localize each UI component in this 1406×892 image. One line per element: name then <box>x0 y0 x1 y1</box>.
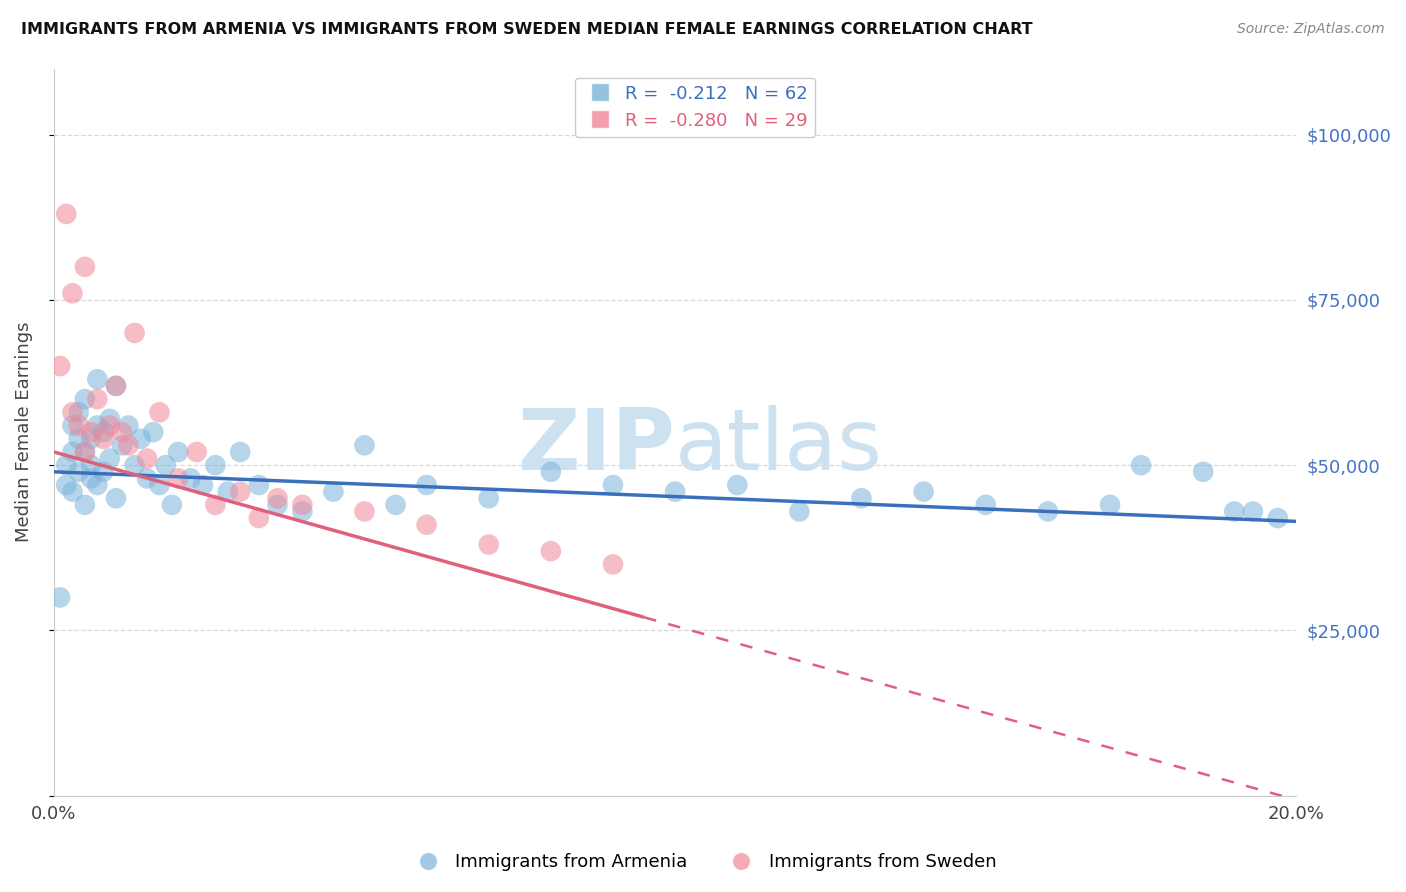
Legend: Immigrants from Armenia, Immigrants from Sweden: Immigrants from Armenia, Immigrants from… <box>402 847 1004 879</box>
Point <box>217 484 239 499</box>
Point <box>67 432 90 446</box>
Point <box>73 260 96 274</box>
Point <box>540 465 562 479</box>
Point <box>912 484 935 499</box>
Point <box>142 425 165 439</box>
Point <box>67 418 90 433</box>
Point <box>49 591 72 605</box>
Point <box>1241 504 1264 518</box>
Text: Source: ZipAtlas.com: Source: ZipAtlas.com <box>1237 22 1385 37</box>
Point <box>322 484 344 499</box>
Point <box>167 471 190 485</box>
Point <box>478 491 501 506</box>
Legend: R =  -0.212   N = 62, R =  -0.280   N = 29: R = -0.212 N = 62, R = -0.280 N = 29 <box>575 78 815 137</box>
Point <box>247 478 270 492</box>
Point <box>247 511 270 525</box>
Point <box>180 471 202 485</box>
Point <box>55 478 77 492</box>
Point <box>73 445 96 459</box>
Point <box>73 445 96 459</box>
Point <box>104 379 127 393</box>
Point <box>86 478 108 492</box>
Point <box>117 438 139 452</box>
Point <box>851 491 873 506</box>
Point <box>73 498 96 512</box>
Point <box>104 491 127 506</box>
Point <box>124 326 146 340</box>
Point <box>353 504 375 518</box>
Point <box>229 484 252 499</box>
Point <box>229 445 252 459</box>
Point <box>80 471 103 485</box>
Point <box>136 471 159 485</box>
Point <box>540 544 562 558</box>
Point <box>62 418 84 433</box>
Point <box>148 405 170 419</box>
Point <box>80 432 103 446</box>
Point <box>62 405 84 419</box>
Point <box>291 498 314 512</box>
Point <box>1098 498 1121 512</box>
Point <box>1036 504 1059 518</box>
Point <box>86 392 108 406</box>
Point <box>98 418 121 433</box>
Text: atlas: atlas <box>675 405 883 488</box>
Point <box>55 458 77 473</box>
Y-axis label: Median Female Earnings: Median Female Earnings <box>15 322 32 542</box>
Point <box>664 484 686 499</box>
Point <box>160 498 183 512</box>
Point <box>478 537 501 551</box>
Point <box>62 445 84 459</box>
Point <box>266 491 288 506</box>
Point <box>98 451 121 466</box>
Point <box>67 405 90 419</box>
Point <box>67 465 90 479</box>
Point <box>186 445 208 459</box>
Point <box>117 418 139 433</box>
Point <box>80 425 103 439</box>
Point <box>129 432 152 446</box>
Point <box>204 498 226 512</box>
Point <box>1267 511 1289 525</box>
Point <box>291 504 314 518</box>
Point <box>62 484 84 499</box>
Point <box>384 498 406 512</box>
Point <box>1130 458 1153 473</box>
Point <box>111 438 134 452</box>
Point <box>602 558 624 572</box>
Point <box>86 418 108 433</box>
Point <box>725 478 748 492</box>
Point <box>49 359 72 373</box>
Point <box>789 504 811 518</box>
Point <box>266 498 288 512</box>
Point <box>98 412 121 426</box>
Point <box>55 207 77 221</box>
Point <box>111 425 134 439</box>
Point <box>80 458 103 473</box>
Text: ZIP: ZIP <box>517 405 675 488</box>
Point <box>155 458 177 473</box>
Point <box>204 458 226 473</box>
Point <box>602 478 624 492</box>
Point <box>167 445 190 459</box>
Point <box>86 372 108 386</box>
Point <box>73 392 96 406</box>
Point <box>148 478 170 492</box>
Point <box>104 379 127 393</box>
Point <box>974 498 997 512</box>
Point <box>1223 504 1246 518</box>
Point <box>353 438 375 452</box>
Point <box>93 432 115 446</box>
Point <box>415 478 437 492</box>
Point <box>93 465 115 479</box>
Point <box>191 478 214 492</box>
Point <box>93 425 115 439</box>
Point <box>124 458 146 473</box>
Point <box>62 286 84 301</box>
Point <box>136 451 159 466</box>
Point <box>1192 465 1215 479</box>
Point <box>415 517 437 532</box>
Text: IMMIGRANTS FROM ARMENIA VS IMMIGRANTS FROM SWEDEN MEDIAN FEMALE EARNINGS CORRELA: IMMIGRANTS FROM ARMENIA VS IMMIGRANTS FR… <box>21 22 1033 37</box>
